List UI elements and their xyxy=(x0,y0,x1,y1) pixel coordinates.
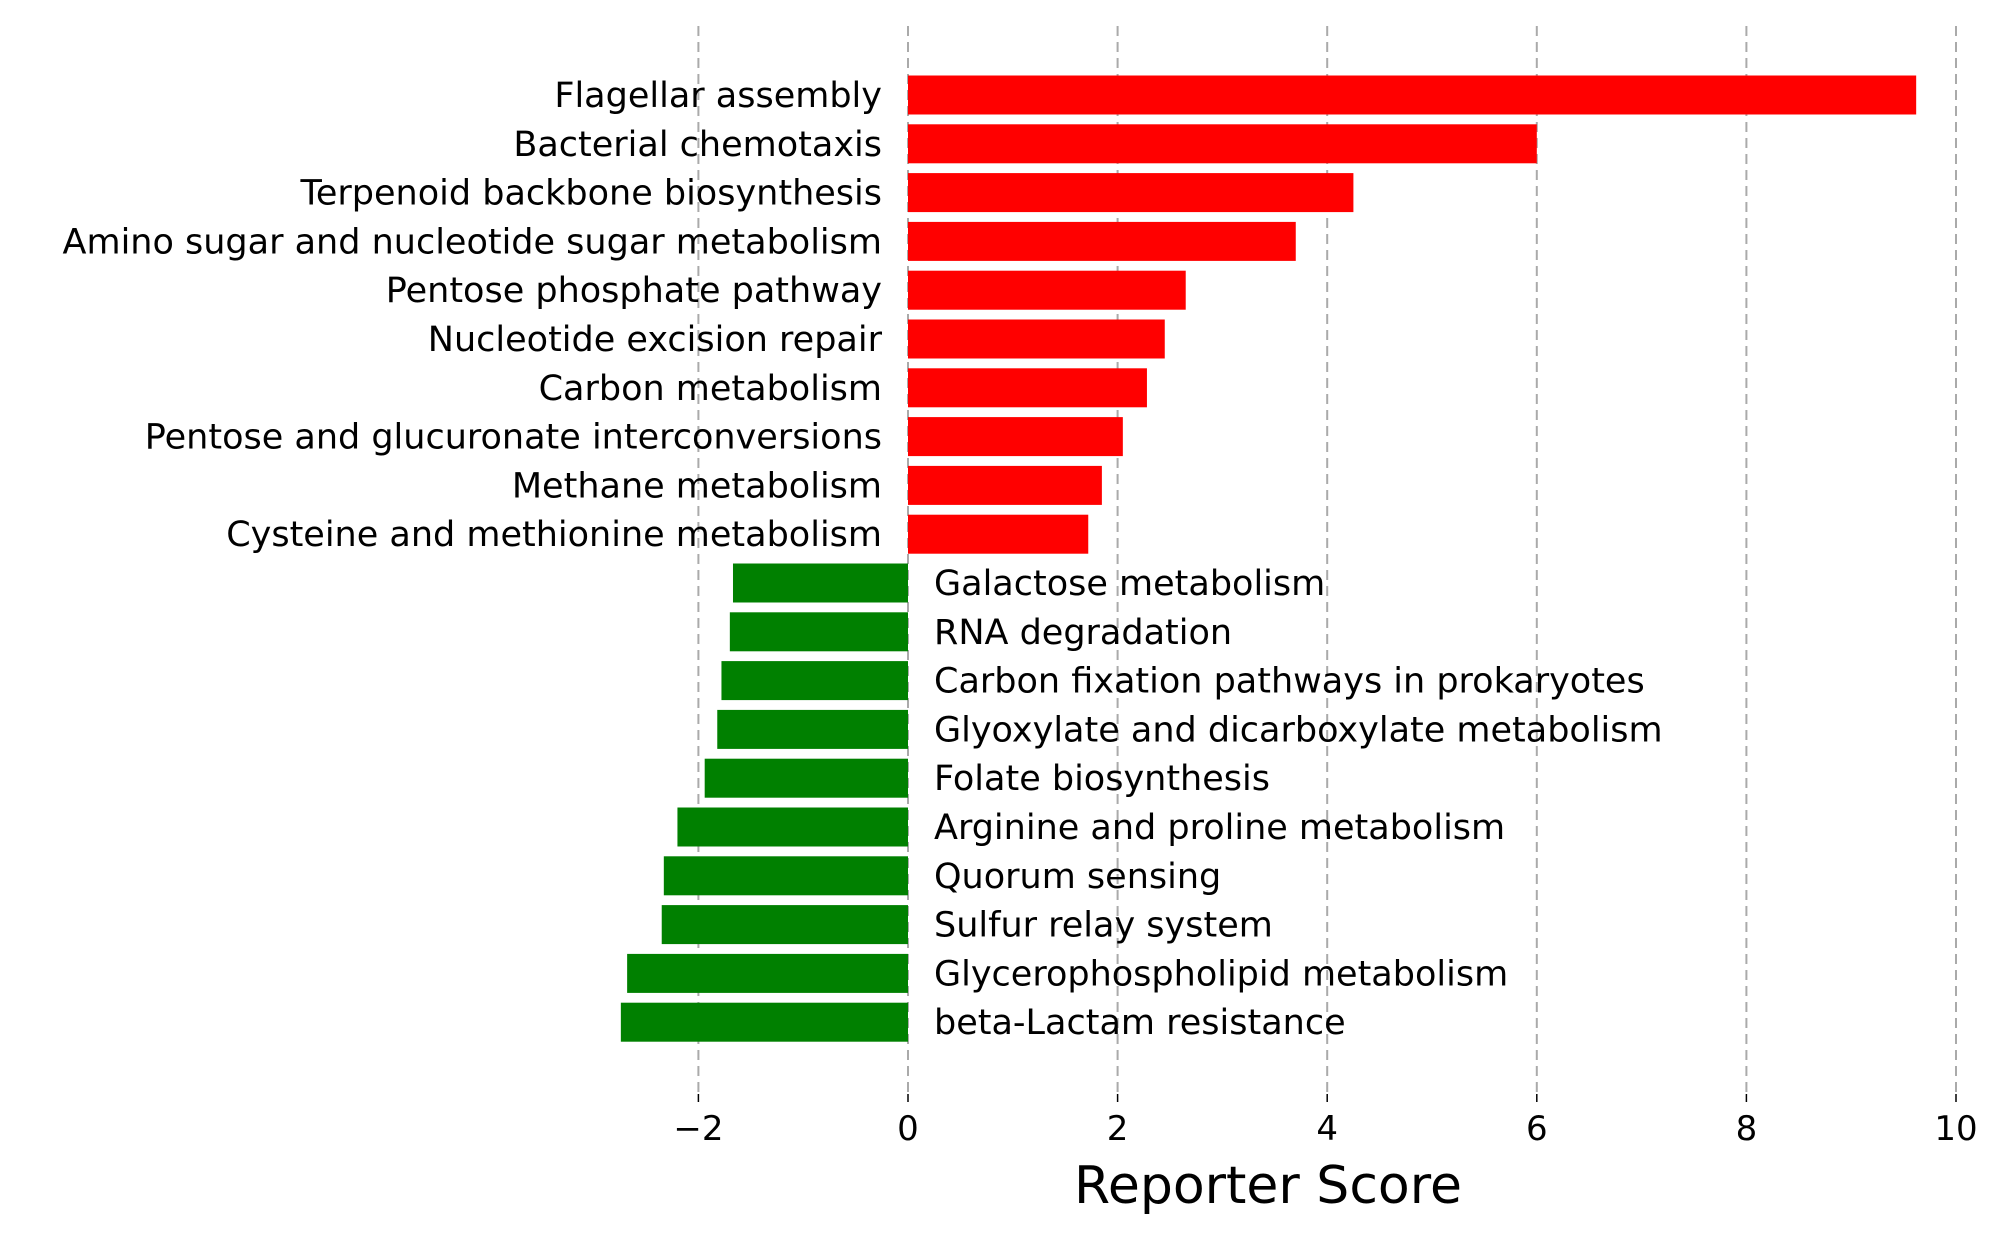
category-label: Pentose phosphate pathway xyxy=(386,271,882,311)
x-tick-label: 2 xyxy=(1107,1109,1129,1149)
bar-layer xyxy=(620,75,1917,1042)
category-label: Methane metabolism xyxy=(512,466,882,506)
bar-arginine-and-proline-metabolism xyxy=(677,807,908,847)
category-label: Quorum sensing xyxy=(934,857,1221,897)
bar-pentose-phosphate-pathway xyxy=(908,270,1186,310)
category-label: Cysteine and methionine metabolism xyxy=(226,515,882,555)
x-tick-label: −2 xyxy=(673,1109,723,1149)
bar-nucleotide-excision-repair xyxy=(908,319,1165,359)
category-label: Terpenoid backbone biosynthesis xyxy=(299,174,882,214)
bar-bacterial-chemotaxis xyxy=(908,124,1537,164)
x-tick-label: 8 xyxy=(1736,1109,1758,1149)
category-label: Flagellar assembly xyxy=(554,76,882,116)
bar-cysteine-and-methionine-metabolism xyxy=(908,514,1089,554)
bar-carbon-fixation-pathways-in-prokaryotes xyxy=(721,661,908,701)
bar-methane-metabolism xyxy=(908,465,1102,505)
category-label: Carbon metabolism xyxy=(539,369,882,409)
bar-terpenoid-backbone-biosynthesis xyxy=(908,173,1354,213)
bar-flagellar-assembly xyxy=(908,75,1917,115)
category-label: Glyoxylate and dicarboxylate metabolism xyxy=(934,710,1663,750)
bar-quorum-sensing xyxy=(663,856,908,896)
category-label: beta-Lactam resistance xyxy=(934,1003,1346,1043)
bar-galactose-metabolism xyxy=(732,563,908,603)
bar-label-layer: Flagellar assembly Bacterial chemotaxis Te… xyxy=(63,76,1663,1043)
category-label: Amino sugar and nucleotide sugar metabol… xyxy=(63,222,882,262)
x-tick-label: 4 xyxy=(1316,1109,1338,1149)
x-tick-label: 10 xyxy=(1934,1109,1977,1149)
bar-sulfur-relay-system xyxy=(661,905,908,945)
bar-rna-degradation xyxy=(729,612,908,652)
category-label: Sulfur relay system xyxy=(934,906,1273,946)
x-axis-ticks: −2 0 2 4 6 8 10 xyxy=(673,1094,1978,1149)
bar-beta-lactam-resistance xyxy=(620,1002,908,1042)
x-tick-label: 6 xyxy=(1526,1109,1548,1149)
category-label: Galactose metabolism xyxy=(934,564,1325,604)
bar-carbon-metabolism xyxy=(908,368,1147,408)
category-label: Arginine and proline metabolism xyxy=(934,808,1505,848)
category-label: Bacterial chemotaxis xyxy=(513,125,882,165)
bar-pentose-and-glucuronate-interconversions xyxy=(908,417,1123,457)
category-label: Folate biosynthesis xyxy=(934,759,1270,799)
bar-glycerophospholipid-metabolism xyxy=(627,953,908,993)
category-label: Glycerophospholipid metabolism xyxy=(934,954,1508,994)
x-axis-title: Reporter Score xyxy=(1074,1156,1462,1216)
x-tick-label: 0 xyxy=(897,1109,919,1149)
category-label: Carbon fixation pathways in prokaryotes xyxy=(934,662,1645,702)
bar-folate-biosynthesis xyxy=(704,758,908,798)
category-label: Nucleotide excision repair xyxy=(428,320,883,360)
bar-amino-sugar-and-nucleotide-sugar-metabolism xyxy=(908,221,1296,261)
bar-glyoxylate-and-dicarboxylate-metabolism xyxy=(717,709,908,749)
category-label: Pentose and glucuronate interconversions xyxy=(145,418,882,458)
category-label: RNA degradation xyxy=(934,613,1232,653)
